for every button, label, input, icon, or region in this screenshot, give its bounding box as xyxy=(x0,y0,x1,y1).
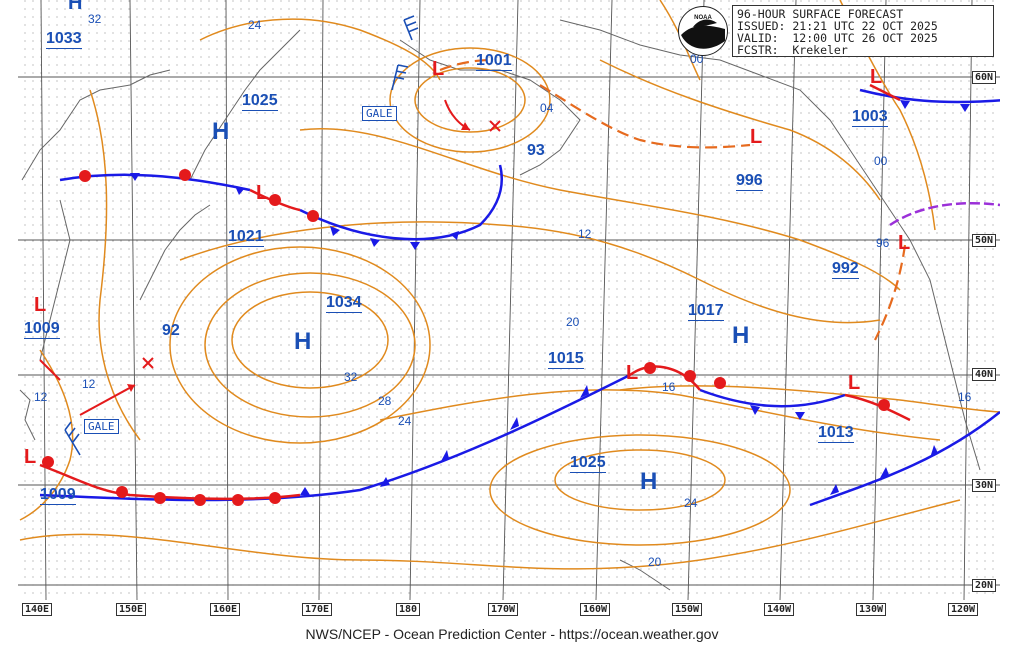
cold-fronts xyxy=(39,88,1006,507)
isobar-label: 32 xyxy=(88,12,102,26)
pressure-label: 1021 xyxy=(228,228,264,247)
lon-label: 160E xyxy=(210,603,241,616)
high-symbol: H xyxy=(68,0,83,14)
lon-label: 160W xyxy=(580,603,611,616)
lon-label: 170W xyxy=(488,603,519,616)
wind-barbs xyxy=(64,15,419,456)
pressure-label: 1003 xyxy=(852,108,888,127)
forecast-positions xyxy=(142,120,501,369)
high-symbol: H xyxy=(212,118,230,145)
noaa-logo-icon: NOAA xyxy=(680,8,726,54)
isobar-label: 32 xyxy=(344,370,358,384)
forecast-info-box: 96-HOUR SURFACE FORECAST ISSUED: 21:21 U… xyxy=(732,5,994,57)
forecast-title: 96-HOUR SURFACE FORECAST xyxy=(737,7,904,21)
lon-label: 150E xyxy=(116,603,147,616)
lon-label: 150W xyxy=(672,603,703,616)
low-symbol: L xyxy=(24,446,37,468)
pressure-label: 1009 xyxy=(40,486,76,505)
isobar-label: 12 xyxy=(82,377,96,391)
pressure-label: 1009 xyxy=(24,320,60,339)
lat-label: 50N xyxy=(972,234,997,247)
isobar-label: 24 xyxy=(398,414,412,428)
lat-lon-grid xyxy=(18,0,1000,601)
low-symbol: L xyxy=(848,372,861,394)
isobars xyxy=(19,0,1001,570)
pressure-label: 1034 xyxy=(326,294,362,313)
lon-label: 120W xyxy=(948,603,979,616)
isobar-label: 20 xyxy=(648,555,662,569)
occluded-front xyxy=(889,201,1001,227)
pressure-label: 1013 xyxy=(818,424,854,443)
pressure-label: 992 xyxy=(832,260,859,279)
isobar-label: 24 xyxy=(248,18,262,32)
isobar-label: 16 xyxy=(958,390,972,404)
lon-label: 140E xyxy=(22,603,53,616)
warm-fronts xyxy=(39,83,911,506)
lon-label: 170E xyxy=(302,603,333,616)
forecaster: FCSTR: Krekeler xyxy=(737,43,848,57)
noaa-logo: NOAA xyxy=(678,6,728,56)
isobar-label: 00 xyxy=(874,154,888,168)
footer-credit: NWS/NCEP - Ocean Prediction Center - htt… xyxy=(305,626,719,642)
high-symbol: H xyxy=(732,322,750,349)
isobar-label: 12 xyxy=(34,390,48,404)
pressure-label: 1017 xyxy=(688,302,724,321)
pressure-label: 1001 xyxy=(476,52,512,71)
low-symbol: L xyxy=(256,182,269,204)
arrowheads xyxy=(127,122,470,392)
map-background xyxy=(18,0,1000,620)
lat-label: 40N xyxy=(972,368,997,381)
issued-time: ISSUED: 21:21 UTC 22 OCT 2025 xyxy=(737,19,938,33)
isobar-label: 96 xyxy=(876,236,890,250)
high-symbol: H xyxy=(640,468,658,495)
lon-label: 130W xyxy=(856,603,887,616)
isobar-label: 16 xyxy=(662,380,676,394)
lon-label: 180 xyxy=(396,603,421,616)
isobar-label: 93 xyxy=(527,142,545,159)
low-symbol: L xyxy=(626,362,639,384)
pressure-label: 1015 xyxy=(548,350,584,369)
isobar-label: 20 xyxy=(566,315,580,329)
low-symbol: L xyxy=(898,232,911,254)
isobar-label: 12 xyxy=(578,227,592,241)
gale-warning: GALE xyxy=(362,106,397,121)
low-symbol: L xyxy=(432,58,445,80)
isobar-label: 28 xyxy=(378,394,392,408)
low-symbol: L xyxy=(750,126,763,148)
lat-label: 20N xyxy=(972,579,997,592)
lon-label: 140W xyxy=(764,603,795,616)
lat-label: 60N xyxy=(972,71,997,84)
troughs xyxy=(439,58,907,341)
pressure-label: 1033 xyxy=(46,30,82,49)
lat-label: 30N xyxy=(972,479,997,492)
coastlines xyxy=(19,19,981,591)
svg-text:NOAA: NOAA xyxy=(694,15,712,21)
valid-time: VALID: 12:00 UTC 26 OCT 2025 xyxy=(737,31,938,45)
isobar-label: 24 xyxy=(684,496,698,510)
low-symbol: L xyxy=(34,294,47,316)
gale-warning: GALE xyxy=(84,419,119,434)
isobar-label: 04 xyxy=(540,101,554,115)
pressure-label: 1025 xyxy=(242,92,278,111)
pressure-label: 996 xyxy=(736,172,763,191)
high-symbol: H xyxy=(294,328,312,355)
low-symbol: L xyxy=(870,66,883,88)
isobar-label: 92 xyxy=(162,322,180,339)
pressure-label: 1025 xyxy=(570,454,606,473)
